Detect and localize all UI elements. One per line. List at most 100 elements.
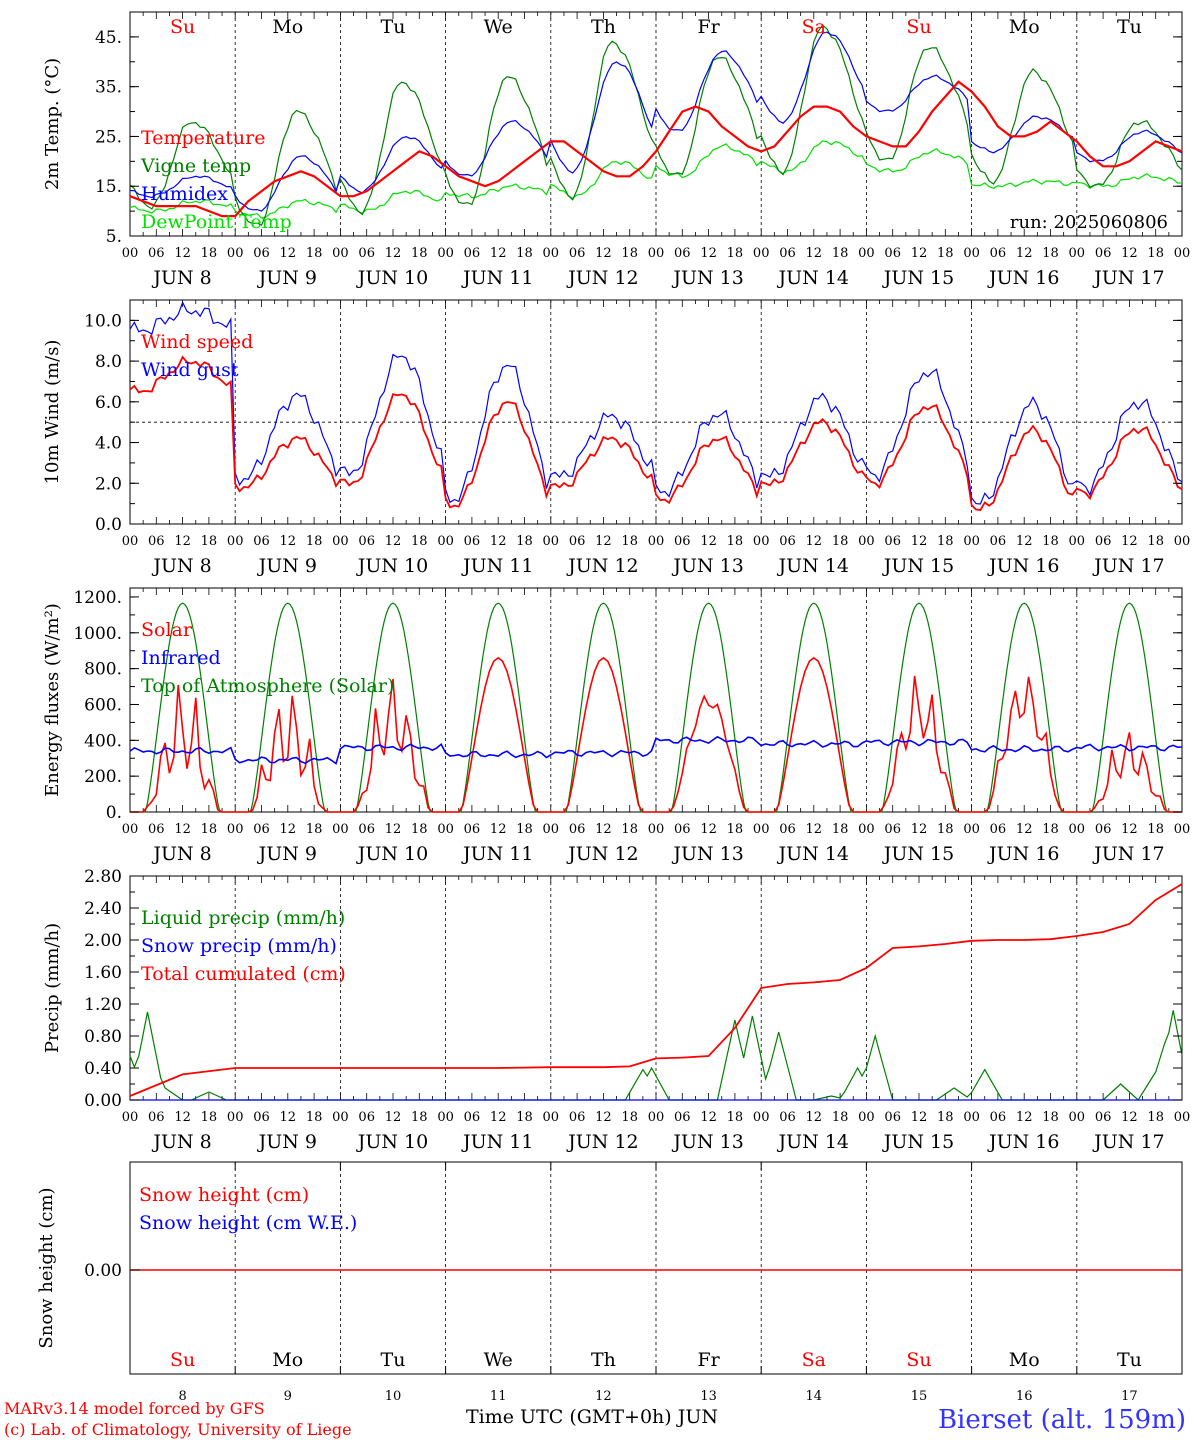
- hour-tick-label: 06: [464, 534, 481, 549]
- hour-tick-label: 18: [306, 822, 323, 837]
- legend-entry: Infrared: [141, 647, 221, 669]
- hour-tick-label: 00: [1174, 822, 1191, 837]
- hour-tick-label: 18: [621, 246, 638, 261]
- hour-tick-label: 06: [148, 822, 165, 837]
- hour-tick-label: 18: [411, 1110, 428, 1125]
- date-label: JUN 8: [151, 843, 211, 865]
- hour-tick-label: 00: [648, 246, 665, 261]
- hour-tick-label: 06: [990, 1110, 1007, 1125]
- hour-tick-label: 18: [727, 822, 744, 837]
- hour-tick-label: 18: [832, 246, 849, 261]
- y-tick-label: 1.60: [84, 963, 122, 983]
- hour-tick-label: 00: [858, 534, 875, 549]
- hour-tick-label: 00: [753, 1110, 770, 1125]
- day-name: Th: [591, 16, 616, 38]
- y-tick-label: 2.40: [84, 899, 122, 919]
- hour-tick-label: 12: [700, 534, 717, 549]
- hour-tick-label: 12: [1121, 1110, 1138, 1125]
- panel-5-frame: [129, 1161, 1183, 1375]
- hour-tick-label: 18: [937, 822, 954, 837]
- bottom-date-label: 12: [595, 1389, 612, 1404]
- y-tick-label: 4.0: [95, 434, 122, 454]
- hour-tick-label: 12: [700, 1110, 717, 1125]
- hour-tick-label: 00: [437, 246, 454, 261]
- hour-tick-label: 06: [1095, 1110, 1112, 1125]
- hour-tick-label: 18: [516, 246, 533, 261]
- hour-tick-label: 06: [779, 534, 796, 549]
- day-name: Su: [170, 16, 195, 38]
- hour-tick-label: 18: [1147, 822, 1164, 837]
- hour-tick-label: 18: [1042, 822, 1059, 837]
- hour-tick-label: 06: [1095, 822, 1112, 837]
- hour-tick-label: 06: [569, 1110, 586, 1125]
- date-label: JUN 14: [777, 555, 849, 577]
- date-label: JUN 10: [356, 267, 428, 289]
- hour-tick-label: 00: [227, 1110, 244, 1125]
- date-label: JUN 16: [987, 1131, 1059, 1153]
- date-label: JUN 11: [461, 267, 533, 289]
- panel-3-frame: [129, 587, 1183, 813]
- legend-entry: Snow precip (mm/h): [141, 935, 337, 957]
- hour-tick-label: 12: [1016, 534, 1033, 549]
- hour-tick-label: 00: [858, 822, 875, 837]
- hour-tick-label: 12: [490, 534, 507, 549]
- date-label: JUN 10: [356, 1131, 428, 1153]
- hour-tick-label: 18: [832, 534, 849, 549]
- hour-tick-label: 00: [543, 822, 560, 837]
- hour-tick-label: 06: [674, 246, 691, 261]
- hour-tick-label: 18: [1042, 534, 1059, 549]
- bottom-date-labels: 8 9 10 11 12 13 14 15 16 17: [178, 1389, 1137, 1404]
- legend-entry: Snow height (cm): [139, 1184, 309, 1206]
- hour-tick-label: 06: [253, 1110, 270, 1125]
- date-label: JUN 16: [987, 843, 1059, 865]
- hour-tick-label: 00: [753, 534, 770, 549]
- hour-tick-label: 06: [884, 822, 901, 837]
- bottom-date-label: 11: [490, 1389, 507, 1404]
- hour-tick-label: 06: [569, 534, 586, 549]
- hour-tick-label: 18: [1147, 246, 1164, 261]
- hour-tick-label: 12: [1016, 246, 1033, 261]
- hour-tick-label: 12: [911, 822, 928, 837]
- legend-entry: Liquid precip (mm/h): [141, 907, 345, 929]
- y-tick-label: 25.: [95, 127, 122, 147]
- date-label: JUN 17: [1092, 555, 1164, 577]
- date-label: JUN 11: [461, 555, 533, 577]
- hour-tick-label: 00: [543, 246, 560, 261]
- x-axis-labels: 00 06 12 18 JUN 8 00 06 12 18 JUN 9 00 06 12 18 JUN 10…: [122, 534, 1191, 577]
- hour-tick-label: 12: [595, 246, 612, 261]
- hour-tick-label: 00: [963, 1110, 980, 1125]
- hour-tick-label: 00: [858, 246, 875, 261]
- hour-tick-label: 18: [727, 246, 744, 261]
- date-label: JUN 13: [671, 1131, 743, 1153]
- date-label: JUN 8: [151, 555, 211, 577]
- hour-tick-label: 12: [911, 534, 928, 549]
- precip-series: [129, 883, 1183, 1101]
- infrared-line: [129, 735, 1183, 765]
- bottom-date-label: 10: [385, 1389, 402, 1404]
- dewpoint-line: [129, 140, 1183, 219]
- legend-entry: Humidex: [141, 183, 228, 205]
- hour-tick-label: 06: [569, 246, 586, 261]
- date-label: JUN 11: [461, 1131, 533, 1153]
- hour-tick-label: 06: [990, 534, 1007, 549]
- hour-tick-label: 00: [437, 534, 454, 549]
- legend-entry: Vigne temp: [140, 155, 251, 177]
- hour-tick-label: 06: [569, 822, 586, 837]
- hour-tick-label: 00: [753, 822, 770, 837]
- x-axis-labels: 00 06 12 18 JUN 8 00 06 12 18 JUN 9 00 06 12 18 JUN 10…: [122, 246, 1191, 289]
- hour-tick-label: 12: [490, 1110, 507, 1125]
- hour-tick-label: 06: [358, 246, 375, 261]
- hour-tick-label: 12: [490, 822, 507, 837]
- date-label: JUN 8: [151, 1131, 211, 1153]
- hour-tick-label: 06: [674, 822, 691, 837]
- hour-tick-label: 00: [122, 246, 139, 261]
- hour-tick-label: 00: [332, 822, 349, 837]
- legend-entry: Wind speed: [141, 331, 253, 353]
- hour-tick-label: 12: [595, 534, 612, 549]
- date-label: JUN 13: [671, 555, 743, 577]
- wind-speed-line: [129, 355, 1183, 511]
- wind-series: [129, 300, 1183, 511]
- y-tick-label: 1200.: [73, 588, 122, 608]
